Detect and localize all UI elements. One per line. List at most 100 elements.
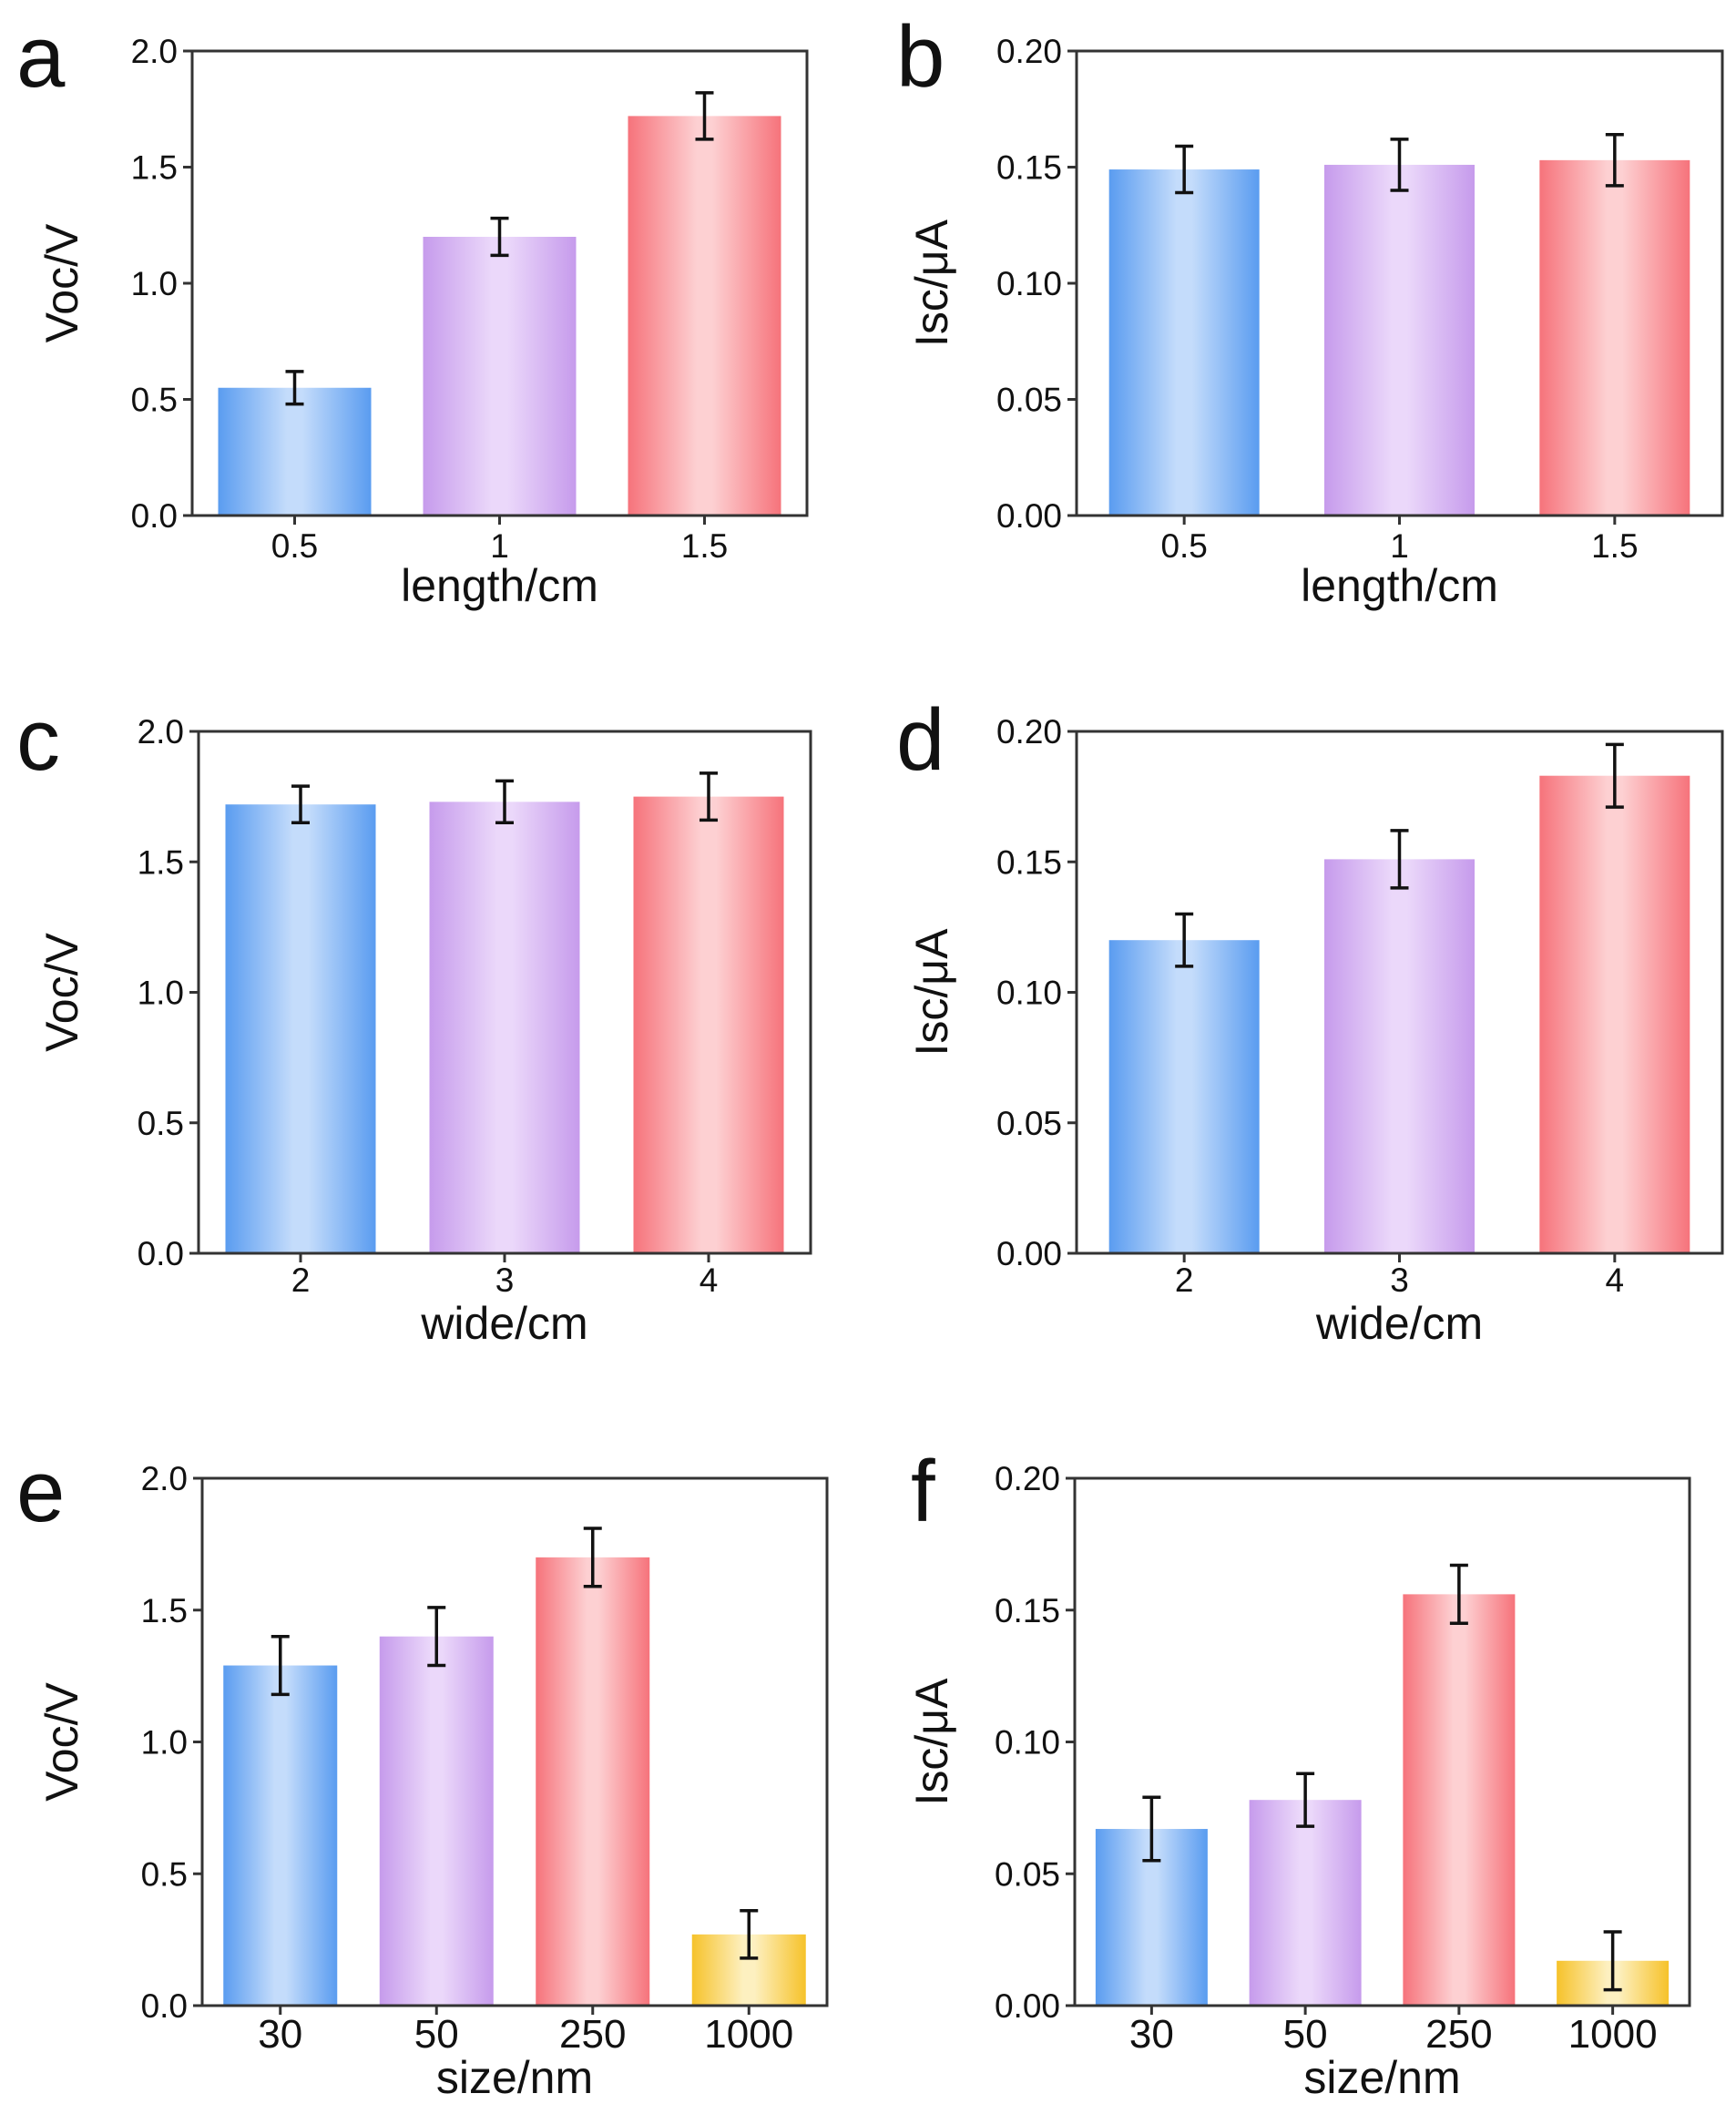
panel-letter-e: e — [16, 1443, 65, 1540]
bar-d-4 — [1539, 775, 1690, 1253]
bar-f-50 — [1249, 1800, 1362, 2006]
x-tick-label-d: 2 — [1175, 1261, 1194, 1299]
y-tick-label-c: 1.0 — [138, 975, 184, 1012]
bar-b-1 — [1324, 164, 1475, 516]
x-tick-label-c: 2 — [291, 1261, 311, 1299]
bar-a-0.5 — [218, 387, 372, 516]
y-axis-label-e: Voc/V — [36, 1682, 87, 1802]
y-tick-label-d: 0.00 — [996, 1235, 1062, 1272]
y-tick-label-f: 0.15 — [995, 1592, 1060, 1629]
x-tick-label-b: 1 — [1390, 527, 1409, 565]
error-bar-c-4 — [700, 771, 718, 822]
error-bar-b-1 — [1390, 138, 1409, 192]
chart-panel-b: 0.00 0.05 0.10 0.15 0.20 0.5 1 1.5 length/cm Isc/… — [896, 8, 1724, 611]
bar-f-250 — [1403, 1594, 1516, 2006]
error-bar-a-1.5 — [695, 91, 714, 141]
y-tick-label-a: 2.0 — [131, 33, 178, 70]
error-bar-f-50 — [1296, 1772, 1315, 1828]
error-bar-a-1 — [490, 216, 509, 258]
y-tick-label-e: 0.5 — [141, 1855, 188, 1893]
y-tick-label-a: 0.5 — [131, 382, 178, 419]
x-axis-label-f: size/nm — [1303, 2052, 1460, 2103]
panel-letter-a: a — [16, 8, 66, 106]
y-tick-label-d: 0.20 — [996, 713, 1062, 751]
y-tick-label-b: 0.20 — [996, 33, 1062, 70]
x-tick-label-e: 30 — [258, 2012, 302, 2057]
x-tick-label-f: 1000 — [1568, 2012, 1658, 2057]
x-tick-label-d: 3 — [1390, 1261, 1409, 1299]
y-tick-label-a: 1.5 — [131, 149, 178, 187]
bar-e-50 — [379, 1636, 494, 2006]
y-axis-label-d: Isc/μA — [906, 928, 957, 1057]
bar-c-4 — [633, 796, 784, 1253]
y-tick-label-f: 0.20 — [995, 1460, 1060, 1497]
y-tick-label-b: 0.00 — [996, 497, 1062, 535]
y-tick-label-c: 0.5 — [138, 1105, 184, 1142]
bar-c-2 — [225, 804, 376, 1253]
y-axis-label-a: Voc/V — [36, 223, 87, 342]
y-tick-label-d: 0.10 — [996, 975, 1062, 1012]
bar-a-1.5 — [628, 116, 781, 516]
error-bar-f-1000 — [1603, 1930, 1622, 1992]
bar-a-1 — [423, 237, 577, 516]
error-bar-c-2 — [291, 784, 310, 825]
error-bar-f-250 — [1449, 1563, 1468, 1625]
bar-d-2 — [1108, 940, 1260, 1253]
bar-e-250 — [536, 1557, 650, 2006]
x-axis-label-e: size/nm — [436, 2052, 593, 2103]
y-tick-label-a: 0.0 — [131, 497, 178, 535]
chart-panel-c: 0.0 0.5 1.0 1.5 2.0 2 3 4 wide/cm Voc/V c — [16, 691, 812, 1349]
x-axis-label-c: wide/cm — [420, 1298, 587, 1349]
x-axis-label-d: wide/cm — [1315, 1298, 1483, 1349]
x-tick-label-b: 0.5 — [1160, 527, 1207, 565]
x-tick-label-c: 4 — [700, 1261, 719, 1299]
panel-letter-f: f — [911, 1443, 935, 1540]
bar-b-0.5 — [1108, 169, 1260, 516]
y-tick-label-a: 1.0 — [131, 265, 178, 302]
y-axis-label-c: Voc/V — [36, 933, 87, 1052]
x-tick-label-e: 50 — [414, 2012, 459, 2057]
y-tick-label-b: 0.15 — [996, 149, 1062, 187]
bar-b-1.5 — [1539, 159, 1690, 516]
error-bar-e-50 — [427, 1606, 446, 1668]
x-tick-label-d: 4 — [1606, 1261, 1625, 1299]
y-tick-label-f: 0.00 — [995, 1987, 1060, 2025]
error-bar-f-30 — [1142, 1795, 1161, 1863]
y-tick-label-b: 0.05 — [996, 382, 1062, 419]
x-tick-label-f: 250 — [1425, 2012, 1492, 2057]
panel-letter-b: b — [896, 8, 945, 106]
y-tick-label-e: 1.5 — [141, 1592, 188, 1629]
error-bar-e-1000 — [740, 1909, 759, 1960]
y-tick-label-c: 0.0 — [138, 1235, 184, 1272]
x-tick-label-a: 1.5 — [681, 527, 728, 565]
error-bar-b-1.5 — [1605, 133, 1624, 188]
x-tick-label-a: 0.5 — [271, 527, 318, 565]
y-tick-label-f: 0.10 — [995, 1724, 1060, 1762]
y-tick-label-c: 1.5 — [138, 843, 184, 881]
error-bar-e-250 — [583, 1527, 602, 1588]
bar-c-3 — [429, 802, 580, 1253]
bar-e-30 — [223, 1665, 338, 2006]
error-bar-d-3 — [1390, 829, 1409, 890]
y-tick-label-b: 0.10 — [996, 265, 1062, 302]
x-tick-label-b: 1.5 — [1591, 527, 1638, 565]
x-tick-label-e: 250 — [559, 2012, 626, 2057]
y-tick-label-f: 0.05 — [995, 1855, 1060, 1893]
bar-d-3 — [1324, 859, 1475, 1253]
chart-panel-d: 0.00 0.05 0.10 0.15 0.20 2 3 4 wide/cm Isc/μA d — [896, 691, 1724, 1349]
panel-letter-c: c — [16, 691, 60, 789]
x-tick-label-e: 1000 — [704, 2012, 793, 2057]
y-tick-label-e: 1.0 — [141, 1724, 188, 1762]
chart-panel-e: 0.0 0.5 1.0 1.5 2.0 30 50 250 1000 size/nm Voc/V e — [16, 1443, 829, 2103]
y-axis-label-b: Isc/μA — [906, 219, 957, 347]
x-tick-label-a: 1 — [490, 527, 509, 565]
error-bar-c-3 — [495, 779, 514, 825]
x-tick-label-c: 3 — [495, 1261, 515, 1299]
x-axis-label-b: length/cm — [1301, 560, 1498, 611]
y-tick-label-c: 2.0 — [138, 713, 184, 751]
x-axis-label-a: length/cm — [401, 560, 598, 611]
x-tick-label-f: 30 — [1129, 2012, 1174, 2057]
y-tick-label-e: 0.0 — [141, 1987, 188, 2025]
y-axis-label-f: Isc/μA — [906, 1678, 957, 1806]
